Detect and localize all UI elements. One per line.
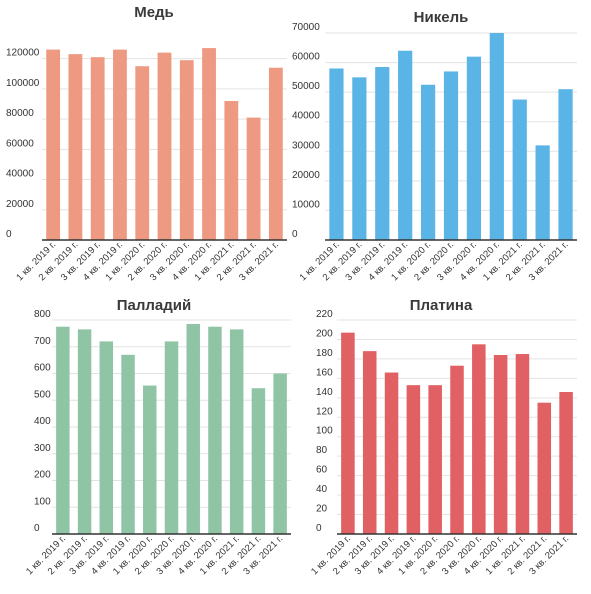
- bar: [341, 332, 355, 534]
- y-tick-label: 700: [34, 336, 51, 347]
- bar: [46, 49, 61, 240]
- y-tick-label: 100: [316, 426, 333, 437]
- y-tick-label: 60000: [292, 52, 320, 63]
- bar: [489, 33, 504, 240]
- bar: [229, 329, 244, 534]
- y-tick-label: 200: [316, 328, 333, 339]
- bar: [208, 326, 222, 534]
- bar: [535, 145, 550, 240]
- bar: [375, 67, 390, 240]
- bar: [352, 77, 367, 240]
- bar: [466, 56, 482, 241]
- y-tick-label: 120000: [6, 48, 40, 59]
- y-tick-label: 0: [34, 523, 40, 534]
- bar: [113, 49, 127, 240]
- bar: [157, 52, 172, 240]
- bar: [179, 60, 194, 240]
- y-tick-label: 20000: [292, 170, 320, 181]
- y-tick-label: 60000: [6, 138, 34, 149]
- y-tick-label: 40: [316, 484, 328, 495]
- y-tick-label: 100: [34, 496, 51, 507]
- y-tick-label: 50000: [292, 81, 320, 92]
- y-tick-label: 180: [316, 348, 333, 359]
- chart-panel-1: Никель 0 10000 20000 30000 40000 50000 60000 700…: [292, 9, 577, 283]
- bar: [406, 385, 421, 534]
- y-tick-label: 20: [316, 504, 328, 515]
- chart-title: Никель: [414, 9, 469, 26]
- y-tick-label: 0: [292, 229, 298, 240]
- y-tick-label: 10000: [292, 199, 320, 210]
- bar: [77, 329, 92, 534]
- bar: [537, 402, 552, 534]
- y-tick-label: 400: [34, 416, 51, 427]
- y-tick-label: 0: [316, 523, 322, 534]
- bar: [90, 57, 105, 241]
- bar: [329, 68, 344, 240]
- y-tick-label: 800: [34, 309, 51, 320]
- bar: [135, 66, 150, 240]
- bar: [420, 84, 436, 240]
- y-tick-label: 120: [316, 406, 333, 417]
- bar: [398, 50, 413, 240]
- bar: [186, 324, 200, 534]
- bar: [202, 48, 216, 240]
- y-tick-label: 500: [34, 389, 51, 400]
- y-tick-label: 80: [316, 445, 328, 456]
- bar: [68, 54, 83, 241]
- bar: [164, 341, 179, 534]
- chart-title: Палладий: [117, 297, 192, 314]
- bar: [99, 341, 114, 534]
- bar: [493, 355, 508, 534]
- bar: [268, 67, 283, 240]
- y-tick-label: 80000: [6, 108, 34, 119]
- y-tick-label: 20000: [6, 199, 34, 210]
- y-tick-label: 160: [316, 367, 333, 378]
- bar: [558, 89, 573, 240]
- bar: [428, 385, 442, 534]
- bar: [450, 365, 464, 534]
- y-tick-label: 30000: [292, 140, 320, 151]
- y-tick-label: 0: [6, 229, 12, 240]
- y-tick-label: 600: [34, 363, 51, 374]
- bar: [121, 354, 135, 534]
- bar: [559, 391, 573, 534]
- bar: [443, 71, 459, 240]
- bar: [251, 388, 266, 534]
- bar: [515, 354, 530, 534]
- y-tick-label: 220: [316, 309, 333, 320]
- bar: [246, 117, 261, 240]
- bar: [472, 344, 486, 534]
- chart-title: Медь: [134, 4, 174, 21]
- y-tick-label: 70000: [292, 22, 320, 33]
- y-tick-label: 200: [34, 470, 51, 481]
- y-tick-label: 100000: [6, 78, 40, 89]
- y-tick-label: 40000: [6, 169, 34, 180]
- chart-title: Платина: [410, 297, 473, 314]
- bar: [143, 385, 157, 534]
- y-tick-label: 60: [316, 465, 328, 476]
- bar: [56, 326, 70, 534]
- y-tick-label: 140: [316, 387, 333, 398]
- y-tick-label: 40000: [292, 111, 320, 122]
- y-tick-label: 300: [34, 443, 51, 454]
- bar: [273, 373, 287, 534]
- bar: [362, 351, 377, 534]
- bar: [224, 100, 239, 240]
- bar: [384, 372, 399, 534]
- bar: [512, 99, 527, 241]
